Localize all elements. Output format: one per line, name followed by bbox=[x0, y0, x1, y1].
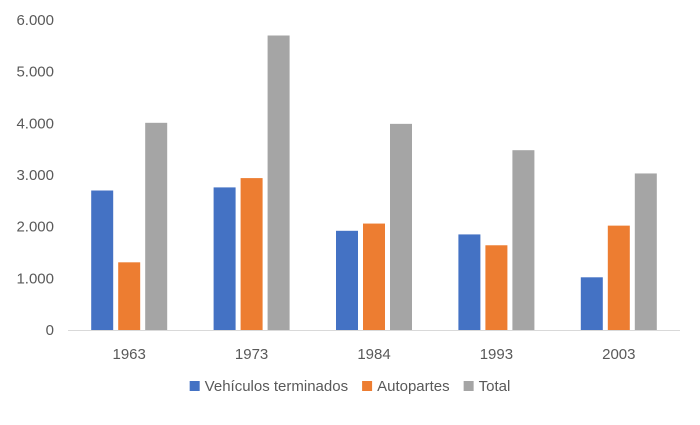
y-tick-label: 5.000 bbox=[16, 64, 54, 81]
legend-label: Autopartes bbox=[377, 378, 450, 395]
bar bbox=[240, 178, 263, 330]
bar bbox=[512, 150, 535, 330]
x-tick-label: 2003 bbox=[602, 346, 635, 363]
legend: Vehículos terminados Autopartes Total bbox=[189, 378, 511, 395]
y-tick-label: 4.000 bbox=[16, 115, 54, 132]
legend-swatch bbox=[189, 381, 200, 391]
legend-label: Total bbox=[479, 378, 511, 395]
y-tick-label: 6.000 bbox=[16, 12, 54, 29]
legend-swatch bbox=[362, 381, 373, 391]
bar bbox=[91, 190, 114, 330]
legend-label: Vehículos terminados bbox=[205, 378, 348, 395]
legend-item: Vehículos terminados bbox=[189, 378, 348, 395]
bar bbox=[607, 225, 630, 330]
bar bbox=[634, 173, 657, 330]
bar bbox=[580, 277, 603, 330]
legend-swatch bbox=[463, 381, 474, 391]
bar bbox=[145, 122, 168, 330]
bars-group bbox=[91, 35, 657, 330]
bar bbox=[390, 123, 412, 330]
bar bbox=[363, 223, 385, 330]
x-tick-label: 1984 bbox=[357, 346, 390, 363]
legend-item: Autopartes bbox=[362, 378, 450, 395]
y-tick-label: 1.000 bbox=[16, 270, 54, 287]
bar bbox=[118, 262, 141, 330]
x-tick-label: 1963 bbox=[113, 346, 146, 363]
y-tick-label: 3.000 bbox=[16, 167, 54, 184]
x-tick-label: 1993 bbox=[480, 346, 513, 363]
y-axis: 0 1.000 2.000 3.000 4.000 5.000 6.000 bbox=[16, 12, 54, 339]
legend-item: Total bbox=[463, 378, 511, 395]
y-tick-label: 2.000 bbox=[16, 219, 54, 236]
bar bbox=[267, 35, 290, 330]
y-tick-label: 0 bbox=[46, 322, 54, 339]
bar bbox=[213, 187, 236, 330]
bar bbox=[485, 245, 508, 330]
x-axis: 1963 1973 1984 1993 2003 bbox=[68, 330, 680, 363]
bar bbox=[336, 230, 358, 330]
x-tick-label: 1973 bbox=[235, 346, 268, 363]
bar bbox=[458, 234, 481, 330]
